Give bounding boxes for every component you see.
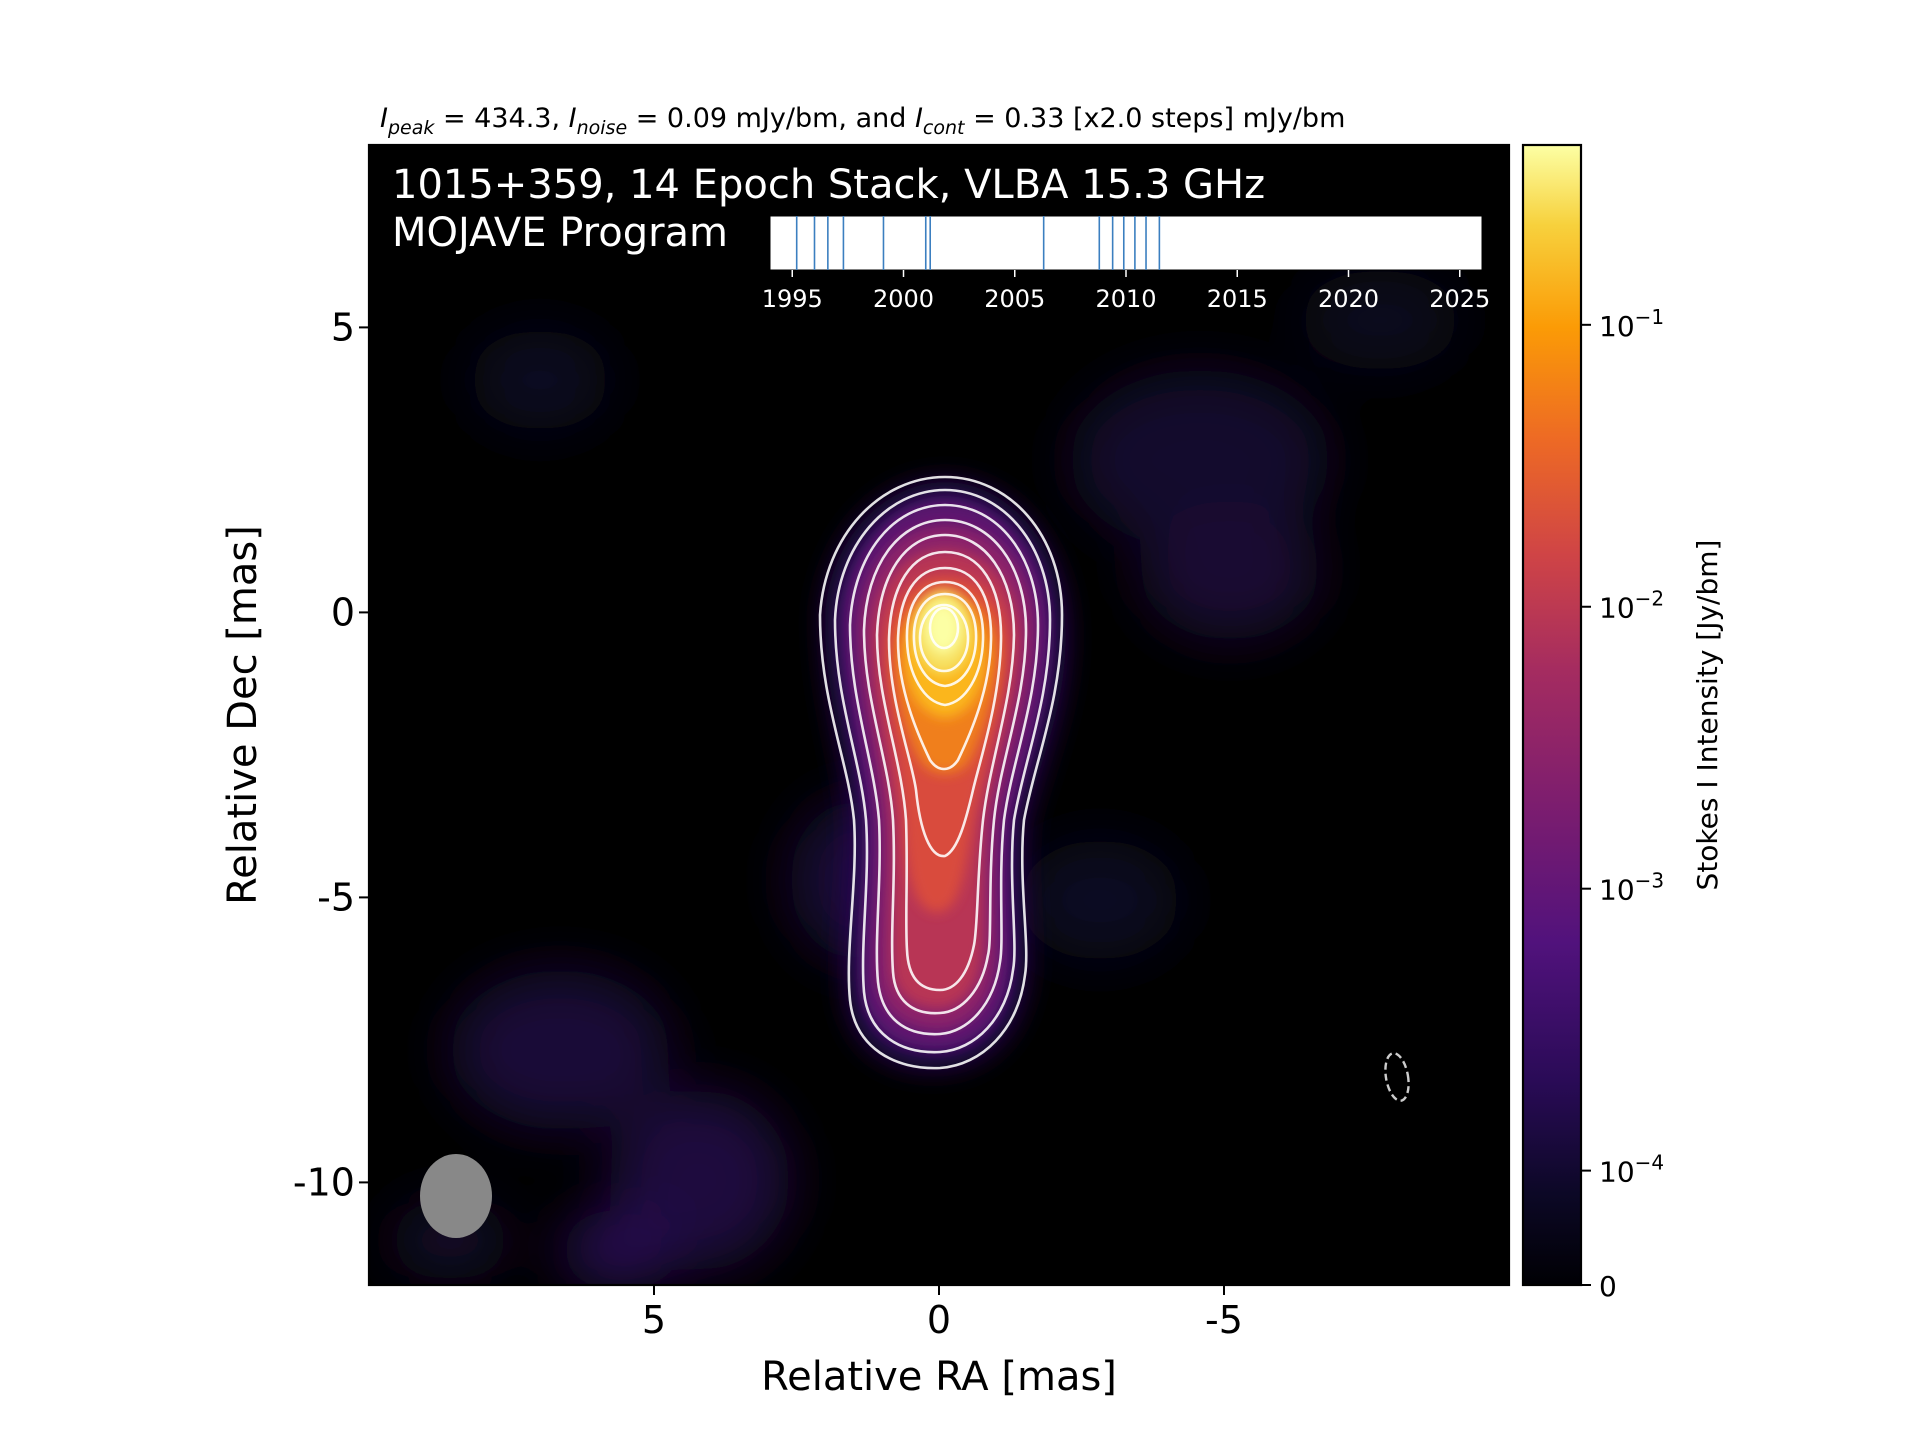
contour bbox=[818, 475, 1064, 1070]
x-tick-label: -5 bbox=[1205, 1298, 1243, 1342]
contour bbox=[887, 550, 1003, 858]
colorbar-tick-label: 10−4 bbox=[1599, 1151, 1664, 1189]
title-cont-sub: cont bbox=[923, 117, 966, 139]
timeline-tick-label: 2015 bbox=[1207, 285, 1268, 313]
y-tick-label: 5 bbox=[331, 305, 355, 349]
timeline-tick-label: 2000 bbox=[873, 285, 934, 313]
contour bbox=[848, 503, 1040, 1036]
title-i-peak: I bbox=[380, 103, 388, 134]
colorbar-ticks: 10−1 10−2 10−3 10−4 0 bbox=[1581, 305, 1664, 1303]
contour bbox=[896, 566, 993, 771]
timeline-tick-label: 2020 bbox=[1318, 285, 1379, 313]
colorbar-tick-label: 10−1 bbox=[1599, 305, 1664, 343]
timeline-tick-label: 1995 bbox=[762, 285, 823, 313]
y-tick-label: -10 bbox=[293, 1160, 355, 1204]
timeline-tick-label: 2005 bbox=[984, 285, 1045, 313]
y-tick-label: -5 bbox=[317, 875, 355, 919]
colorbar-frame bbox=[1521, 143, 1583, 1287]
title-peak-sub: peak bbox=[387, 117, 435, 139]
contour bbox=[862, 518, 1028, 1015]
y-axis-label: Relative Dec [mas] bbox=[220, 525, 266, 905]
epoch-timeline: 1995 2000 2005 2010 2015 2020 2025 bbox=[762, 215, 1490, 313]
timeline-tick-label: 2025 bbox=[1429, 285, 1490, 313]
timeline-ticks: 1995 2000 2005 2010 2015 2020 2025 bbox=[762, 270, 1490, 313]
x-axis-ticks: 5 0 -5 bbox=[642, 1285, 1243, 1342]
colorbar-tick-label: 0 bbox=[1599, 1270, 1617, 1303]
colorbar-label: Stokes I Intensity [Jy/bm] bbox=[1691, 540, 1724, 891]
intensity-map bbox=[390, 270, 1460, 1285]
contours bbox=[818, 475, 1064, 1070]
colorbar-gradient bbox=[1523, 145, 1581, 1285]
title-i-noise: I bbox=[569, 103, 577, 134]
title-peak-value: = 434.3, bbox=[434, 103, 568, 134]
title-i-cont: I bbox=[915, 103, 923, 134]
x-tick-label: 0 bbox=[927, 1298, 951, 1342]
chart-title: Ipeak = 434.3, Inoise = 0.09 mJy/bm, and… bbox=[380, 103, 1345, 139]
panel-title-line1: 1015+359, 14 Epoch Stack, VLBA 15.3 GHz bbox=[392, 162, 1265, 208]
colorbar-tick-label: 10−2 bbox=[1599, 587, 1664, 625]
beam-ellipse bbox=[420, 1154, 492, 1238]
timeline-epochs bbox=[795, 216, 1161, 270]
y-axis-ticks: 5 0 -5 -10 bbox=[293, 305, 369, 1204]
contour bbox=[875, 533, 1016, 992]
x-tick-label: 5 bbox=[642, 1298, 666, 1342]
title-noise-sub: noise bbox=[577, 117, 628, 139]
y-tick-label: 0 bbox=[331, 590, 355, 634]
panel-title-line2: MOJAVE Program bbox=[392, 210, 728, 256]
contour bbox=[912, 592, 978, 688]
x-axis-label: Relative RA [mas] bbox=[761, 1354, 1117, 1400]
contour bbox=[928, 606, 960, 650]
image-axes: 1015+359, 14 Epoch Stack, VLBA 15.3 GHz … bbox=[293, 143, 1511, 1342]
colorbar: 10−1 10−2 10−3 10−4 0 Stokes I Intensity [Jy… bbox=[1521, 143, 1724, 1303]
colorbar-tick-label: 10−3 bbox=[1599, 869, 1664, 907]
contour bbox=[905, 580, 985, 707]
negative-contour bbox=[1384, 1052, 1410, 1102]
contour bbox=[918, 603, 970, 673]
title-noise-value: = 0.09 mJy/bm, and bbox=[627, 103, 915, 134]
diffuse-emission bbox=[390, 270, 1460, 1285]
timeline-box bbox=[769, 215, 1483, 271]
timeline-tick-label: 2010 bbox=[1095, 285, 1156, 313]
title-cont-value: = 0.33 [x2.0 steps] mJy/bm bbox=[964, 103, 1345, 134]
contour bbox=[833, 488, 1052, 1054]
